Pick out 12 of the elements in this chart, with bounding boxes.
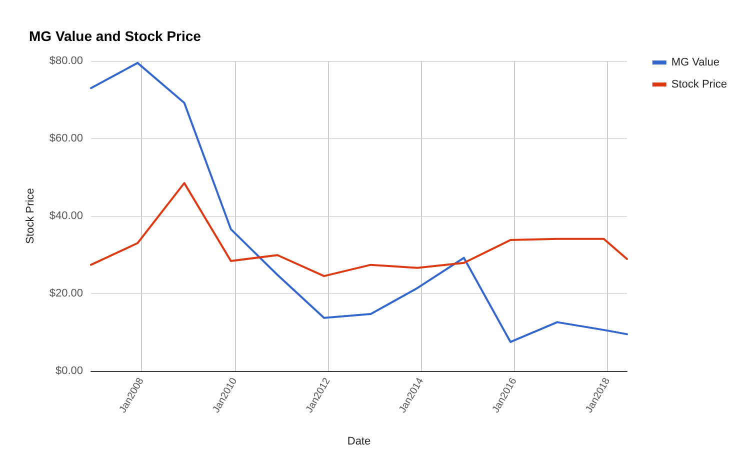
y-axis-title: Stock Price [24, 188, 36, 244]
line-series [90, 182, 628, 278]
legend-label: MG Value [671, 56, 720, 68]
line-series [90, 62, 628, 343]
chart-title: MG Value and Stock Price [29, 28, 202, 44]
y-tick-label: $80.00 [49, 55, 83, 67]
y-tick-label: $40.00 [49, 210, 83, 222]
legend-label: Stock Price [671, 78, 728, 90]
y-tick-label: $20.00 [49, 288, 83, 300]
y-tick-label: $60.00 [49, 132, 83, 144]
x-axis-title: Date [347, 436, 371, 448]
y-tick-label: $0.00 [55, 365, 83, 377]
